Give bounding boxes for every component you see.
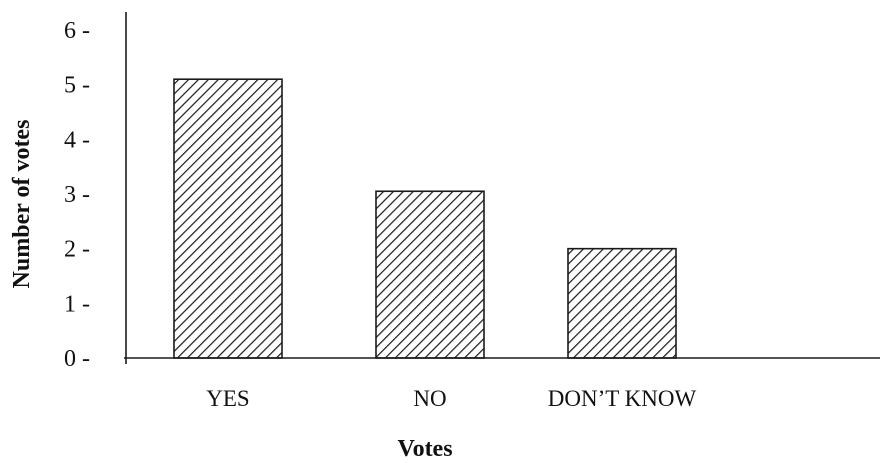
bar xyxy=(173,78,283,359)
y-axis-ticks: 0 - 1 - 2 - 3 - 4 - 5 - 6 - xyxy=(64,18,90,372)
bar xyxy=(375,190,485,359)
y-tick-label: 2 - xyxy=(64,237,90,263)
y-tick-label: 6 - xyxy=(64,18,90,44)
y-axis-title: Number of votes xyxy=(9,120,35,289)
x-category-label: YES xyxy=(206,386,249,411)
x-axis-title: Votes xyxy=(397,436,452,462)
y-tick-label: 1 - xyxy=(64,291,90,317)
y-tick-label: 0 - xyxy=(64,346,90,372)
y-tick-label: 4 - xyxy=(64,127,90,153)
bars-group xyxy=(173,78,677,359)
y-tick-label: 5 - xyxy=(64,73,90,99)
bar xyxy=(567,247,677,359)
x-category-label: DON’T KNOW xyxy=(548,386,697,411)
x-axis-category-labels: YES NO DON’T KNOW xyxy=(206,386,696,411)
x-category-label: NO xyxy=(413,386,446,411)
y-tick-label: 3 - xyxy=(64,182,90,208)
